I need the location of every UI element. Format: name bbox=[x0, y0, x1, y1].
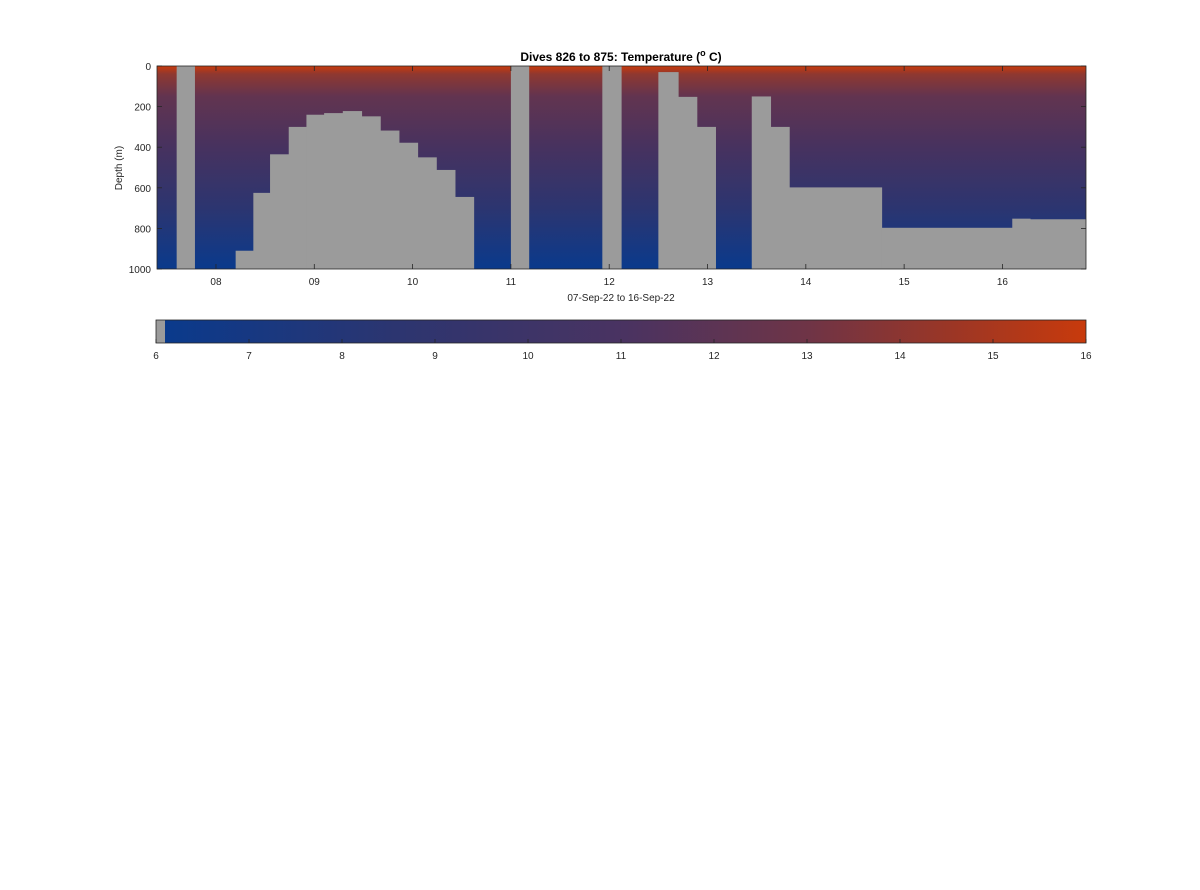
x-tick-label: 14 bbox=[800, 277, 812, 288]
no-data-region bbox=[253, 192, 271, 269]
x-tick-label: 13 bbox=[702, 277, 714, 288]
colorbar-nodata-swatch bbox=[156, 320, 165, 343]
y-axis-label: Depth (m) bbox=[114, 146, 125, 190]
chart-title-suffix: C) bbox=[706, 50, 722, 64]
x-tick-label: 09 bbox=[309, 277, 321, 288]
colorbar-tick-label: 15 bbox=[987, 351, 999, 362]
colorbar-tick-label: 12 bbox=[708, 351, 720, 362]
no-data-region bbox=[361, 116, 381, 269]
y-tick-label: 600 bbox=[134, 184, 151, 195]
no-data-region bbox=[270, 154, 290, 269]
no-data-region bbox=[342, 111, 363, 269]
y-tick-label: 800 bbox=[134, 224, 151, 235]
no-data-region bbox=[176, 66, 195, 269]
y-axis: 0 200 400 600 800 1000 bbox=[129, 62, 1086, 276]
colorbar-tick-label: 9 bbox=[432, 351, 438, 362]
no-data-region bbox=[306, 114, 325, 269]
no-data-region bbox=[417, 157, 437, 269]
no-data-region bbox=[696, 126, 716, 269]
no-data-region bbox=[288, 126, 308, 269]
no-data-region bbox=[770, 126, 790, 269]
no-data-region bbox=[881, 227, 1013, 269]
colorbar-tick-label: 11 bbox=[616, 351, 627, 362]
no-data-region bbox=[678, 96, 698, 269]
chart-title: Dives 826 to 875: Temperature (o C) bbox=[520, 48, 721, 64]
x-tick-label: 11 bbox=[506, 277, 517, 288]
no-data-region bbox=[324, 113, 344, 269]
x-tick-label: 10 bbox=[407, 277, 419, 288]
colorbar: 6 7 8 9 10 11 12 13 14 15 16 bbox=[153, 319, 1092, 362]
no-data-region bbox=[789, 187, 883, 269]
no-data-region bbox=[454, 196, 475, 269]
colorbar-ticks: 6 7 8 9 10 11 12 13 14 15 16 bbox=[153, 339, 1092, 362]
x-axis-label: 07-Sep-22 to 16-Sep-22 bbox=[567, 293, 675, 304]
no-data-region bbox=[436, 169, 456, 269]
x-tick-label: 16 bbox=[997, 277, 1009, 288]
no-data-region bbox=[510, 66, 530, 269]
y-tick-label: 0 bbox=[145, 62, 151, 73]
colorbar-tick-label: 6 bbox=[153, 351, 159, 362]
no-data-regions bbox=[176, 66, 1086, 269]
no-data-region bbox=[602, 66, 622, 269]
no-data-region bbox=[1012, 218, 1031, 269]
colorbar-gradient bbox=[165, 320, 1086, 343]
no-data-region bbox=[235, 250, 254, 269]
chart-title-superscript: o bbox=[700, 48, 706, 58]
no-data-region bbox=[398, 142, 419, 269]
colorbar-tick-label: 10 bbox=[522, 351, 534, 362]
colorbar-tick-label: 13 bbox=[801, 351, 813, 362]
y-tick-label: 400 bbox=[134, 143, 151, 154]
colorbar-tick-label: 16 bbox=[1080, 351, 1092, 362]
y-tick-label: 1000 bbox=[129, 265, 152, 276]
x-tick-label: 15 bbox=[899, 277, 911, 288]
colorbar-tick-label: 7 bbox=[246, 351, 252, 362]
no-data-region bbox=[751, 96, 772, 269]
no-data-region bbox=[658, 72, 679, 269]
y-tick-label: 200 bbox=[134, 103, 151, 114]
no-data-region bbox=[1029, 219, 1086, 269]
x-tick-label: 12 bbox=[604, 277, 616, 288]
plot-frame bbox=[156, 65, 1087, 270]
no-data-region bbox=[380, 130, 400, 269]
x-axis: 08 09 10 11 12 13 14 15 16 bbox=[210, 66, 1008, 288]
colorbar-tick-label: 8 bbox=[339, 351, 345, 362]
colorbar-tick-label: 14 bbox=[894, 351, 906, 362]
x-tick-label: 08 bbox=[210, 277, 222, 288]
plot-area bbox=[157, 66, 1086, 269]
